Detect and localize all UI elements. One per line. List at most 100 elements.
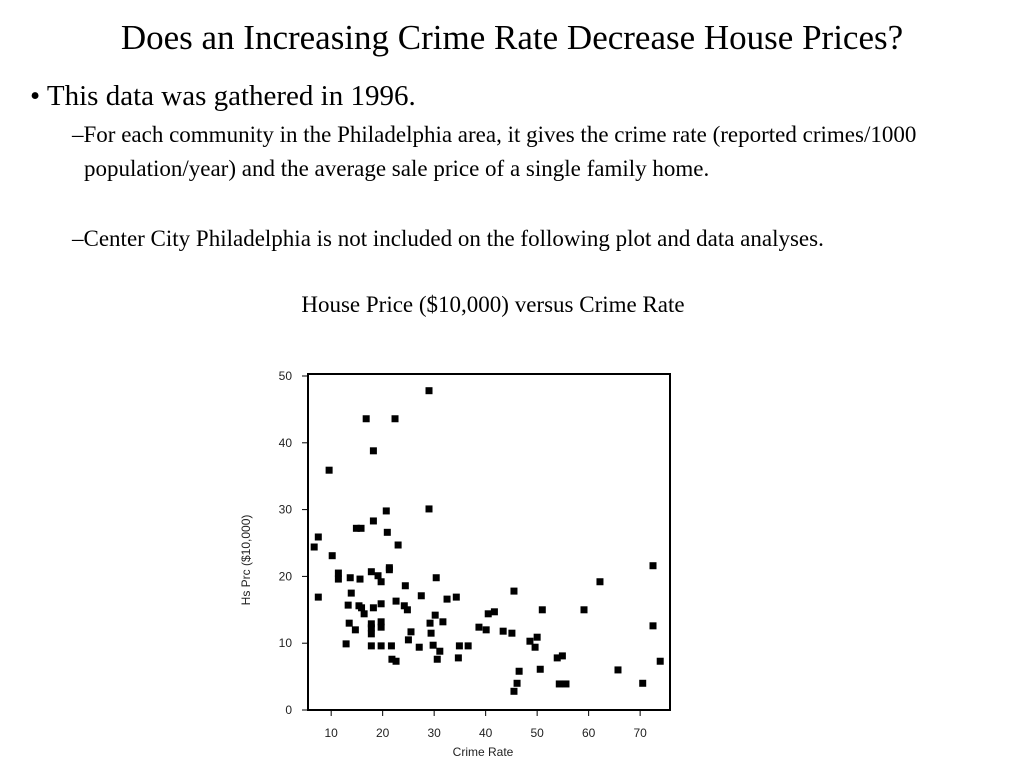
point (377, 642, 385, 650)
point (432, 574, 440, 582)
point (352, 524, 360, 532)
x-tick-label: 50 (530, 726, 544, 740)
point (553, 654, 561, 662)
point (314, 533, 322, 541)
point (639, 679, 647, 687)
point (515, 667, 523, 675)
point (357, 524, 365, 532)
x-tick-label: 40 (479, 726, 493, 740)
point (482, 626, 490, 634)
sub-bullet: –For each community in the Philadelphia … (72, 122, 917, 181)
point (580, 606, 588, 614)
point (328, 552, 336, 560)
chart-title: House Price ($10,000) versus Crime Rate (301, 292, 684, 317)
point (367, 568, 375, 576)
point (433, 655, 441, 663)
point (392, 657, 400, 665)
point (439, 618, 447, 626)
point (425, 387, 433, 395)
point (387, 642, 395, 650)
point (558, 652, 566, 660)
point (533, 633, 541, 641)
point (403, 606, 411, 614)
point (531, 643, 539, 651)
point (369, 447, 377, 455)
sub-bullet: –Center City Philadelphia is not include… (72, 226, 824, 251)
y-tick-label: 30 (279, 503, 293, 517)
point (382, 507, 390, 515)
point (367, 624, 375, 632)
point (415, 643, 423, 651)
x-axis-label: Crime Rate (453, 745, 514, 759)
point (367, 642, 375, 650)
point (334, 575, 342, 583)
point (394, 541, 402, 549)
point (425, 505, 433, 513)
point (407, 628, 415, 636)
slide-title: Does an Increasing Crime Rate Decrease H… (120, 18, 904, 57)
point (555, 680, 563, 688)
point (391, 415, 399, 423)
point (347, 589, 355, 597)
point (562, 680, 570, 688)
point (649, 622, 657, 630)
point (369, 604, 377, 612)
point (614, 666, 622, 674)
point (510, 587, 518, 595)
point (342, 640, 350, 648)
point (383, 528, 391, 536)
point (362, 415, 370, 423)
point (385, 566, 393, 574)
point (513, 679, 521, 687)
point (388, 655, 396, 663)
bullet: • This data was gathered in 1996. (30, 80, 416, 112)
point (377, 578, 385, 586)
point (334, 569, 342, 577)
point (351, 626, 359, 634)
point (431, 611, 439, 619)
point (367, 630, 375, 638)
point (310, 543, 318, 551)
point (452, 593, 460, 601)
y-tick-label: 0 (285, 703, 292, 717)
point (526, 637, 534, 645)
point (356, 575, 364, 583)
point (429, 641, 437, 649)
point (345, 619, 353, 627)
point (377, 600, 385, 608)
plot-frame (307, 373, 671, 711)
y-tick-label: 10 (279, 636, 293, 650)
point (400, 602, 408, 610)
x-tick-label: 70 (633, 726, 647, 740)
point (443, 595, 451, 603)
point (377, 618, 385, 626)
x-tick-label: 10 (324, 726, 338, 740)
point (417, 592, 425, 600)
x-tick-label: 60 (582, 726, 596, 740)
point (490, 608, 498, 616)
point (499, 627, 507, 635)
point (360, 610, 368, 618)
y-tick-label: 50 (279, 369, 293, 383)
point (454, 654, 462, 662)
point (510, 687, 518, 695)
point (427, 629, 435, 637)
point (401, 582, 409, 590)
point (656, 657, 664, 665)
point (426, 619, 434, 627)
point (369, 517, 377, 525)
point (404, 636, 412, 644)
x-tick-label: 30 (427, 726, 441, 740)
point (475, 623, 483, 631)
point (649, 562, 657, 570)
point (484, 610, 492, 618)
bullet-text: This data was gathered in 1996. (46, 80, 416, 112)
point (464, 642, 472, 650)
point (358, 604, 366, 612)
y-tick-label: 40 (279, 436, 293, 450)
point (596, 578, 604, 586)
point (314, 593, 322, 601)
point (536, 665, 544, 673)
